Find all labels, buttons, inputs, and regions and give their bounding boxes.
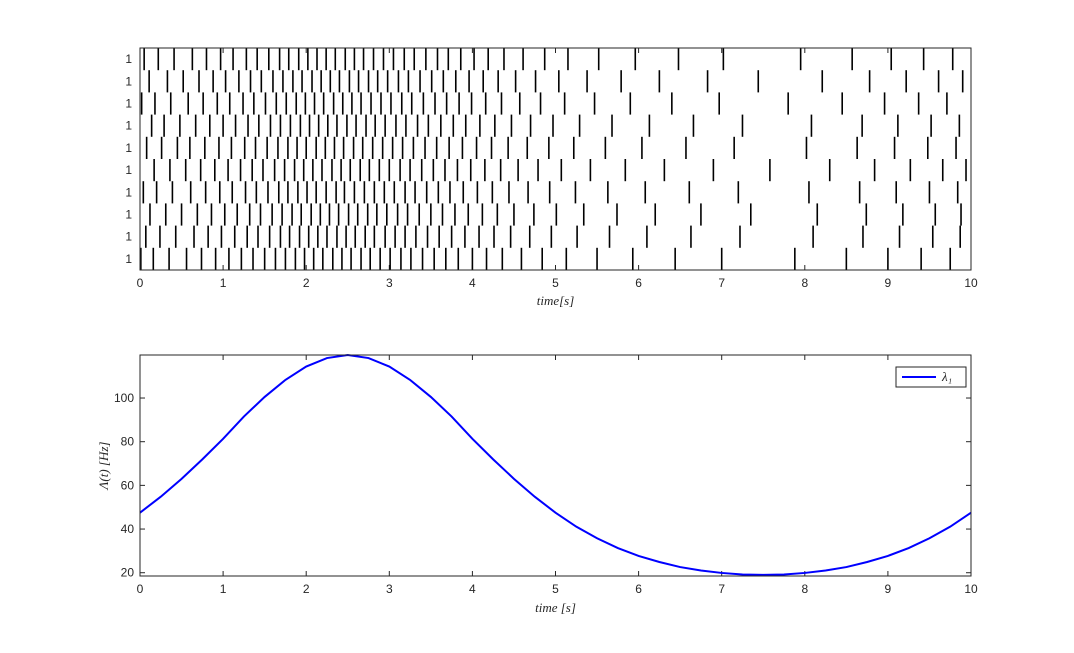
y-tick-label: 1: [125, 141, 132, 155]
y-tick-label: 1: [125, 52, 132, 66]
x-tick-label: 2: [303, 276, 310, 290]
y-tick-label: 40: [121, 522, 135, 536]
y-tick-label: 1: [125, 208, 132, 222]
y-tick-label: 100: [114, 391, 134, 405]
x-axis-label: time[s]: [537, 293, 575, 308]
data-line: [139, 353, 972, 576]
x-tick-label: 3: [386, 276, 393, 290]
y-tick-label: 1: [125, 185, 132, 199]
x-tick-label: 6: [635, 582, 642, 596]
x-tick-label: 0: [137, 582, 144, 596]
x-tick-label: 10: [964, 582, 978, 596]
x-tick-label: 7: [718, 276, 725, 290]
x-tick-label: 9: [885, 582, 892, 596]
x-tick-label: 1: [220, 582, 227, 596]
y-axis-label: Λ(t) [Hz]: [96, 442, 111, 492]
y-tick-label: 1: [125, 74, 132, 88]
y-tick-label: 1: [125, 97, 132, 111]
y-tick-label: 1: [125, 252, 132, 266]
x-tick-label: 4: [469, 276, 476, 290]
x-tick-label: 3: [386, 582, 393, 596]
y-tick-label: 20: [121, 566, 135, 580]
axes-frame: [139, 354, 972, 577]
x-tick-label: 0: [137, 276, 144, 290]
y-tick-label: 80: [121, 435, 135, 449]
x-tick-label: 7: [718, 582, 725, 596]
x-tick-label: 5: [552, 582, 559, 596]
x-tick-label: 8: [801, 276, 808, 290]
x-tick-label: 1: [220, 276, 227, 290]
y-tick-label: 1: [125, 119, 132, 133]
axes-frame: [139, 47, 972, 271]
y-tick-label: 60: [121, 478, 135, 492]
x-tick-label: 6: [635, 276, 642, 290]
x-tick-label: 10: [964, 276, 978, 290]
legend: λ₁: [895, 366, 967, 388]
x-axis-label: time [s]: [535, 600, 576, 615]
x-tick-label: 5: [552, 276, 559, 290]
y-tick-label: 1: [125, 163, 132, 177]
x-tick-label: 8: [801, 582, 808, 596]
legend-label: λ₁: [941, 369, 952, 384]
x-tick-label: 4: [469, 582, 476, 596]
y-tick-label: 1: [125, 230, 132, 244]
x-tick-label: 9: [885, 276, 892, 290]
x-tick-label: 2: [303, 582, 310, 596]
